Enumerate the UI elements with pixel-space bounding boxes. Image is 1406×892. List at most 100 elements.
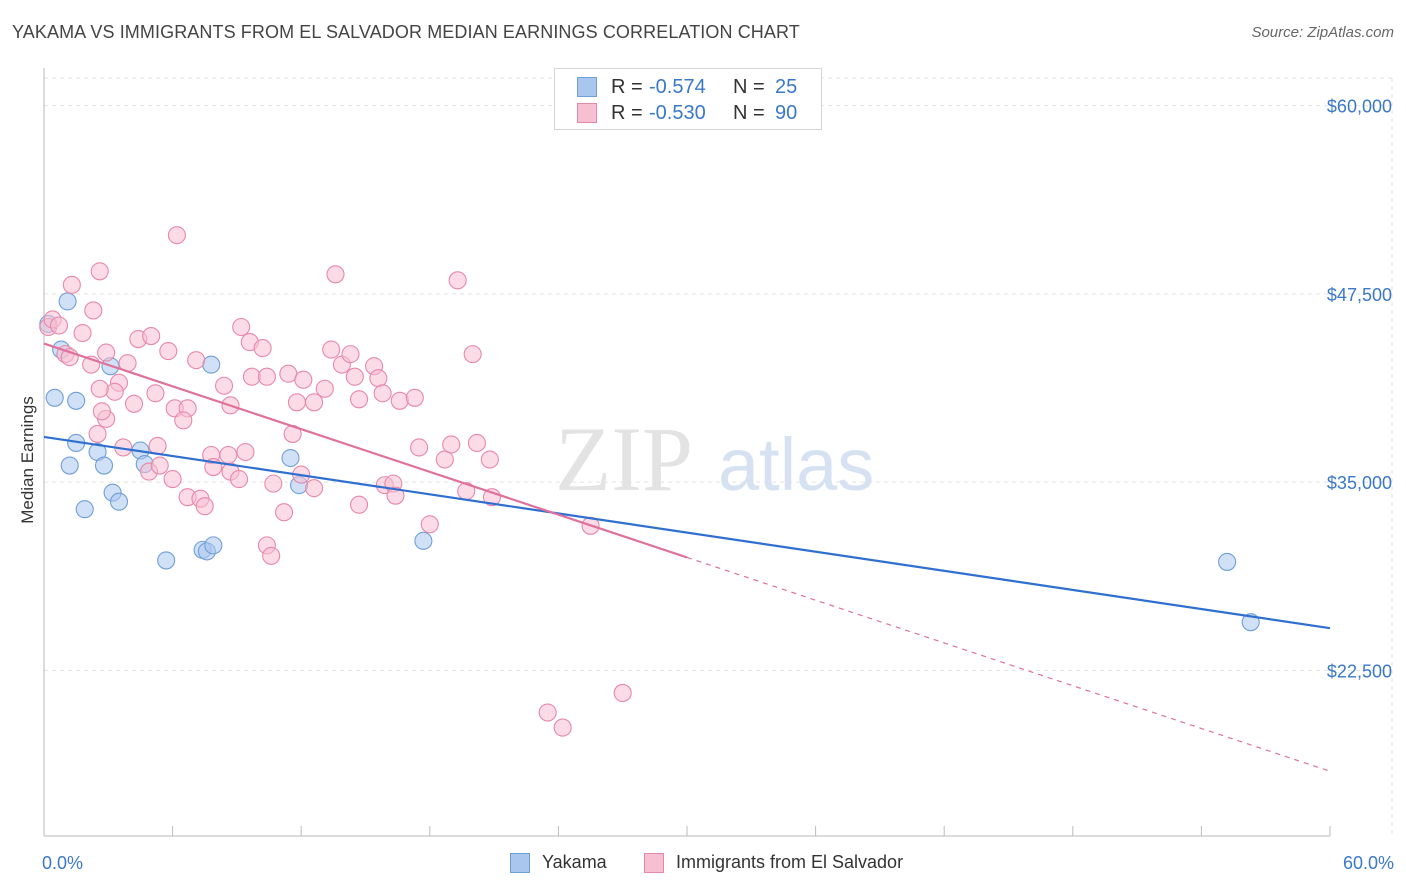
n-value: 90 (775, 101, 798, 124)
el-salvador-point (435, 450, 454, 469)
el-salvador-point (287, 393, 306, 412)
el-salvador-trend-line-extension (686, 556, 1331, 772)
el-salvador-point (386, 486, 405, 505)
yakama-point (202, 355, 221, 374)
el-salvador-trend-line (43, 342, 688, 559)
el-salvador-point (219, 445, 238, 465)
el-salvador-point (142, 326, 161, 346)
el-salvador-point (538, 703, 557, 722)
legend-swatch-el-salvador (577, 103, 597, 123)
el-salvador-point (322, 340, 341, 359)
el-salvador-point (253, 339, 272, 358)
el-salvador-point (390, 391, 409, 410)
r-label: R = (611, 101, 643, 124)
yakama-trend-line (43, 435, 1331, 630)
el-salvador-point (62, 275, 81, 294)
y-axis-label: Median Earnings (18, 396, 37, 524)
el-salvador-point (105, 382, 124, 401)
el-salvador-point (305, 479, 324, 498)
y-tick-label: $47,500 (1327, 285, 1392, 305)
el-salvador-point (90, 262, 109, 281)
legend-swatch-el-salvador (644, 852, 664, 873)
legend-label-yakama: Yakama (542, 852, 607, 872)
el-salvador-point (49, 316, 69, 335)
legend-label-el-salvador: Immigrants from El Salvador (676, 852, 904, 872)
axes (43, 68, 1331, 837)
el-salvador-point (350, 495, 369, 514)
legend-item-yakama[interactable]: Yakama (510, 852, 607, 873)
r-value: -0.530 (649, 101, 706, 124)
el-salvador-point (214, 376, 234, 395)
yakama-point (281, 448, 300, 468)
legend-swatch-yakama (577, 77, 597, 97)
n-value: 25 (775, 75, 798, 98)
el-salvador-point (467, 433, 487, 453)
el-salvador-point (369, 369, 388, 388)
el-salvador-point (229, 470, 249, 489)
el-salvador-point (174, 411, 193, 430)
el-salvador-point (159, 342, 178, 361)
y-tick-label: $22,500 (1327, 661, 1392, 681)
legend-row-el-salvador: R = -0.530 N = 90 (577, 100, 797, 126)
yakama-point (45, 388, 64, 407)
watermark: ZIP atlas (555, 408, 874, 510)
el-salvador-point (167, 226, 186, 245)
n-label: N = (733, 101, 765, 124)
yakama-point (67, 391, 86, 410)
legend-row-yakama: R = -0.574 N = 25 (577, 74, 797, 100)
el-salvador-point (232, 317, 251, 337)
trend-lines (43, 342, 1331, 772)
yakama-point (157, 551, 176, 570)
el-salvador-point (420, 515, 439, 534)
legend-item-el-salvador[interactable]: Immigrants from El Salvador (644, 852, 903, 873)
el-salvador-point (553, 718, 572, 737)
el-salvador-point (195, 497, 214, 516)
el-salvador-point (187, 351, 206, 370)
el-salvador-point (90, 379, 109, 398)
y-tick-label: $35,000 (1327, 473, 1392, 493)
x-tick-label-max: 60.0% (1343, 853, 1394, 873)
y-tick-label: $60,000 (1327, 97, 1392, 117)
n-label: N = (733, 75, 765, 98)
el-salvador-point (463, 345, 482, 364)
el-salvador-point (350, 390, 369, 409)
el-salvador-point (405, 388, 424, 407)
el-salvador-point (88, 424, 107, 443)
x-tick-label-min: 0.0% (42, 853, 83, 873)
yakama-point (414, 531, 433, 550)
el-salvador-point (146, 384, 165, 403)
data-points (39, 226, 1260, 737)
el-salvador-point (480, 450, 499, 469)
el-salvador-point (315, 379, 334, 398)
legend-swatch-yakama (510, 852, 530, 873)
el-salvador-point (242, 367, 261, 386)
el-salvador-point (163, 470, 182, 489)
yakama-point (109, 492, 129, 511)
watermark-atlas: atlas (718, 423, 874, 506)
el-salvador-point (97, 343, 116, 362)
el-salvador-point (613, 683, 632, 702)
yakama-point (75, 500, 94, 519)
chart-title: YAKAMA VS IMMIGRANTS FROM EL SALVADOR ME… (12, 22, 800, 42)
el-salvador-point (236, 442, 255, 462)
el-salvador-point (150, 456, 169, 475)
el-salvador-point (279, 364, 298, 383)
el-salvador-point (341, 345, 360, 364)
el-salvador-point (257, 367, 276, 386)
el-salvador-point (373, 384, 392, 403)
el-salvador-point (448, 271, 467, 290)
el-salvador-point (326, 265, 345, 284)
el-salvador-point (73, 323, 92, 343)
el-salvador-point (92, 402, 111, 421)
el-salvador-point (84, 301, 103, 320)
el-salvador-point (262, 546, 281, 565)
r-label: R = (611, 75, 643, 98)
yakama-point (204, 536, 223, 555)
yakama-point (60, 456, 79, 475)
source-label: Source: ZipAtlas.com (1251, 24, 1394, 41)
series-legend: Yakama Immigrants from El Salvador (0, 852, 1406, 876)
watermark-zip: ZIP (555, 408, 693, 510)
el-salvador-point (345, 367, 364, 386)
el-salvador-point (442, 435, 461, 454)
